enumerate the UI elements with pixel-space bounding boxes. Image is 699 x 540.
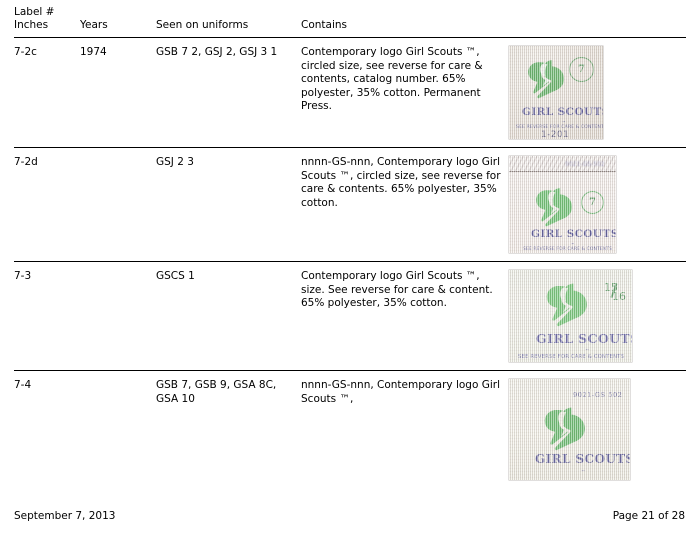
cell-years — [80, 261, 156, 371]
cell-seen-on-uniforms: GSB 7 2, GSJ 2, GSJ 3 1 — [156, 37, 301, 148]
column-header-contains-label: Contains — [301, 19, 348, 31]
column-header-years: Years — [80, 6, 156, 38]
cell-label-number: 7-3 — [14, 261, 80, 371]
column-header-label-number: Label # Inches — [14, 6, 80, 38]
uniform-label-photo: 7 GIRL SCOUTS ™ SEE REVERSE FOR CARE & C… — [509, 46, 603, 139]
column-header-contains: Contains — [301, 6, 509, 38]
uniform-label-photo: 15 16 GIRL SCOUTS ™ SEE REVERSE FOR CARE… — [509, 270, 632, 362]
cell-label-image: 9021-GS 502 GIRL SCOUTS ™ — [509, 371, 686, 489]
cell-label-number: 7-2c — [14, 37, 80, 148]
table-row: 7-4 GSB 7, GSB 9, GSA 8C, GSA 10 nnnn-GS… — [14, 371, 686, 489]
cell-label-image: 7 GIRL SCOUTS ™ SEE REVERSE FOR CARE & C… — [509, 37, 686, 148]
column-header-label-number-line2: Inches — [14, 19, 49, 31]
cell-years: 1974 — [80, 37, 156, 148]
uniform-label-photo: 9021-GS 502 GIRL SCOUTS ™ — [509, 379, 630, 480]
table-header-row: Label # Inches Years Seen on uniforms Co… — [14, 6, 686, 38]
trademark-symbol: ™ — [581, 469, 586, 474]
column-header-image — [509, 6, 686, 38]
cell-label-image: 9021-GS-502 7 GIRL SCOUTS — [509, 147, 686, 262]
cell-contains: nnnn-GS-nnn, Contemporary logo Girl Scou… — [301, 379, 501, 405]
uniform-label-photo: 9021-GS-502 7 GIRL SCOUTS — [509, 156, 616, 253]
girl-scouts-trefoil-icon — [528, 60, 565, 99]
table-body: 7-2c 1974 GSB 7 2, GSJ 2, GSJ 3 1 Contem… — [14, 37, 686, 489]
cell-label-number: 7-4 — [14, 379, 32, 391]
footer-date: September 7, 2013 — [14, 510, 116, 522]
size-fraction: 15 16 — [604, 282, 628, 306]
cell-years — [80, 371, 156, 489]
cell-label-image: 15 16 GIRL SCOUTS ™ SEE REVERSE FOR CARE… — [509, 261, 686, 371]
brand-wordmark: GIRL SCOUTS — [536, 331, 632, 346]
column-header-seen-on-uniforms-label: Seen on uniforms — [156, 19, 249, 31]
size-badge: 7 — [569, 57, 594, 82]
column-header-years-label: Years — [80, 19, 108, 31]
cell-contains: nnnn-GS-nnn, Contemporary logo Girl Scou… — [301, 147, 509, 262]
column-header-label-number-line1: Label # — [14, 6, 55, 18]
cell-seen-on-uniforms: GSB 7, GSB 9, GSA 8C, GSA 10 — [156, 379, 277, 405]
label-code-text: 9021-GS-502 — [565, 161, 605, 168]
cell-seen-on-uniforms: GSCS 1 — [156, 261, 301, 371]
uniform-label-table: Label # Inches Years Seen on uniforms Co… — [14, 6, 686, 488]
column-header-seen-on-uniforms: Seen on uniforms — [156, 6, 301, 38]
girl-scouts-trefoil-icon — [546, 283, 587, 327]
table-row: 7-2c 1974 GSB 7 2, GSJ 2, GSJ 3 1 Contem… — [14, 37, 686, 148]
care-instructions-text: SEE REVERSE FOR CARE & CONTENTS — [518, 354, 625, 360]
size-badge-value: 7 — [589, 196, 596, 208]
cell-seen-on-uniforms: GSJ 2 3 — [156, 147, 301, 262]
cell-label-number: 7-2d — [14, 147, 80, 262]
size-badge: 7 — [581, 191, 604, 214]
footer-page-number: Page 21 of 28 — [612, 510, 685, 522]
care-instructions-text: SEE REVERSE FOR CARE & CONTENTS — [523, 247, 613, 252]
catalog-number-text: 1-201 — [541, 130, 570, 139]
table-header: Label # Inches Years Seen on uniforms Co… — [14, 6, 686, 38]
cell-years — [80, 147, 156, 262]
table-row: 7-3 GSCS 1 Contemporary logo Girl Scouts… — [14, 261, 686, 371]
page-footer: September 7, 2013 Page 21 of 28 — [14, 510, 685, 522]
label-code-text: 9021-GS 502 — [573, 391, 623, 399]
cell-contains: Contemporary logo Girl Scouts ™, size. S… — [301, 261, 509, 371]
size-fraction-denominator: 16 — [612, 290, 626, 303]
cell-contains: Contemporary logo Girl Scouts ™, circled… — [301, 37, 509, 148]
table-row: 7-2d GSJ 2 3 nnnn-GS-nnn, Contemporary l… — [14, 147, 686, 262]
size-badge-value: 7 — [578, 63, 585, 75]
